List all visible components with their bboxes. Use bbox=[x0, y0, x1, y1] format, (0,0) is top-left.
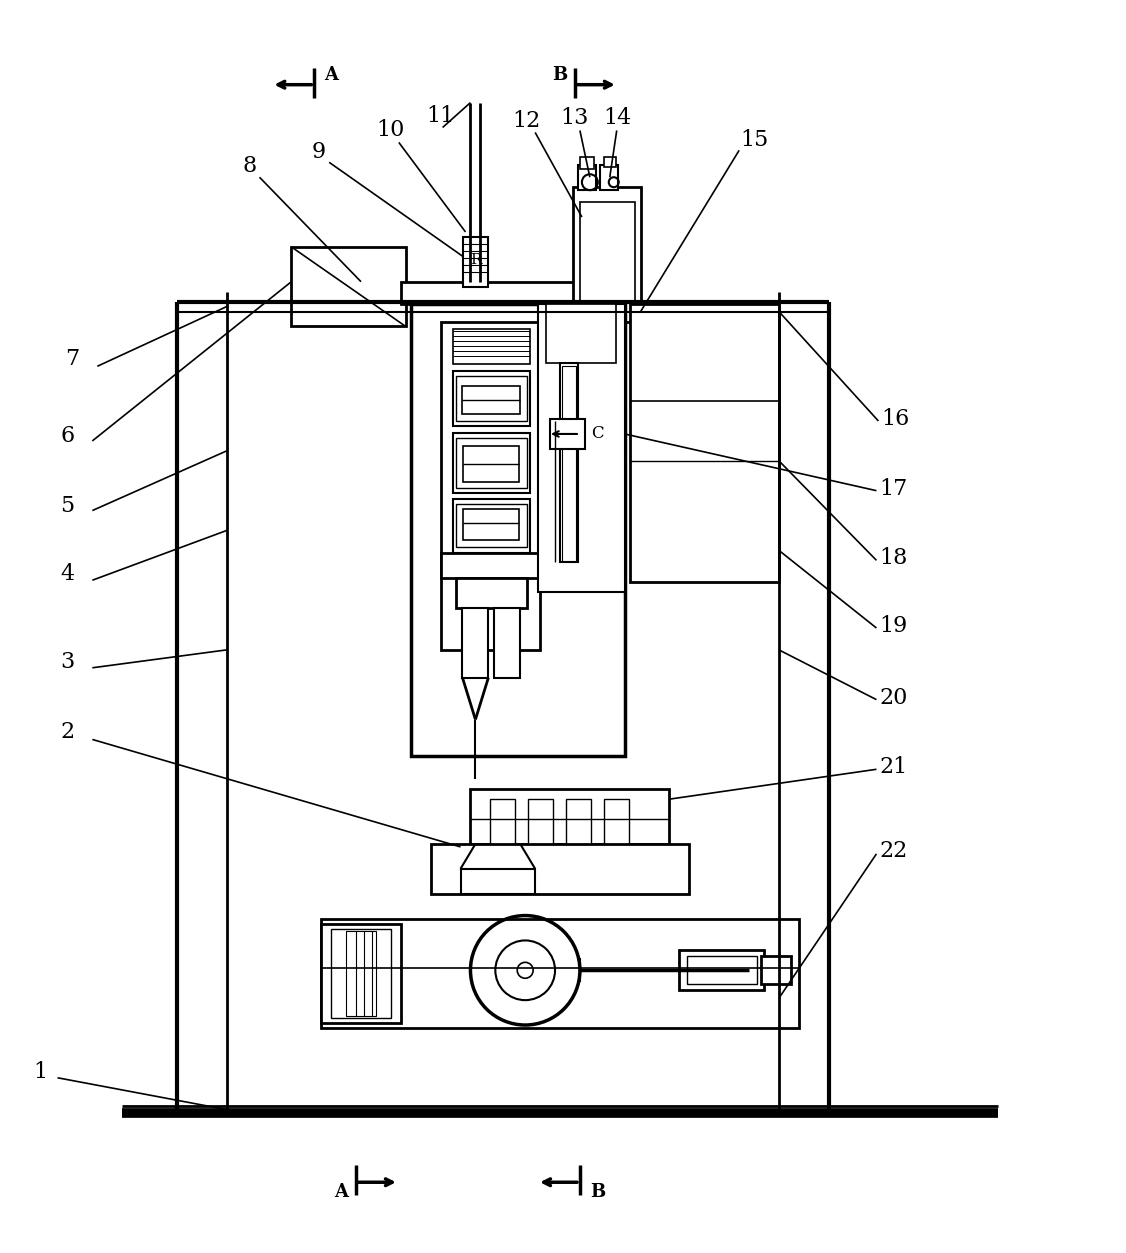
Text: C: C bbox=[591, 426, 605, 442]
Bar bbox=[578, 165, 596, 190]
Text: 12: 12 bbox=[512, 109, 540, 132]
Bar bbox=[453, 330, 530, 365]
Text: A: A bbox=[324, 65, 338, 84]
Text: B: B bbox=[553, 65, 568, 84]
Text: R: R bbox=[470, 253, 481, 267]
Text: 16: 16 bbox=[882, 408, 910, 430]
Text: 7: 7 bbox=[65, 348, 80, 371]
Bar bbox=[546, 303, 616, 363]
Text: 9: 9 bbox=[311, 142, 325, 163]
Bar bbox=[453, 371, 530, 426]
Bar bbox=[629, 303, 779, 583]
Bar bbox=[440, 554, 540, 578]
Bar bbox=[566, 799, 591, 858]
Bar bbox=[573, 187, 641, 322]
Bar bbox=[551, 419, 584, 449]
Bar bbox=[463, 608, 489, 678]
Bar bbox=[456, 504, 527, 548]
Bar bbox=[679, 950, 765, 990]
Text: A: A bbox=[334, 1183, 348, 1202]
Bar bbox=[528, 799, 553, 858]
Text: 11: 11 bbox=[427, 104, 455, 127]
Bar bbox=[453, 434, 530, 492]
Text: 6: 6 bbox=[61, 425, 74, 447]
Text: B: B bbox=[590, 1183, 606, 1202]
Bar bbox=[321, 923, 401, 1022]
Bar bbox=[411, 303, 625, 757]
Bar bbox=[321, 918, 798, 1027]
Text: 15: 15 bbox=[740, 129, 768, 152]
Bar bbox=[761, 956, 790, 984]
Text: 3: 3 bbox=[61, 650, 74, 673]
Bar bbox=[490, 799, 516, 858]
Bar bbox=[604, 158, 616, 168]
Text: 10: 10 bbox=[377, 119, 405, 142]
Bar bbox=[456, 439, 527, 487]
Text: 19: 19 bbox=[879, 615, 908, 637]
Bar bbox=[687, 956, 757, 984]
Bar bbox=[494, 608, 520, 678]
Bar bbox=[560, 363, 578, 563]
Bar bbox=[456, 376, 527, 421]
Text: 4: 4 bbox=[61, 564, 74, 585]
Bar bbox=[440, 322, 540, 650]
Bar bbox=[463, 386, 520, 413]
Bar bbox=[453, 499, 530, 554]
Text: 5: 5 bbox=[61, 495, 74, 516]
Bar bbox=[401, 282, 590, 303]
Bar bbox=[464, 509, 519, 540]
Bar bbox=[331, 928, 391, 1017]
Bar bbox=[430, 845, 689, 893]
Bar bbox=[600, 165, 618, 190]
Text: 14: 14 bbox=[604, 107, 632, 129]
Bar bbox=[464, 237, 489, 287]
Text: 13: 13 bbox=[561, 107, 589, 129]
Bar bbox=[461, 868, 535, 893]
Bar bbox=[456, 578, 527, 608]
Bar bbox=[580, 158, 593, 169]
Text: 20: 20 bbox=[879, 687, 908, 709]
Bar bbox=[604, 799, 628, 858]
Text: 18: 18 bbox=[879, 548, 908, 569]
Text: 21: 21 bbox=[879, 757, 908, 778]
Bar bbox=[464, 446, 519, 481]
Bar bbox=[538, 303, 625, 593]
Bar bbox=[562, 366, 575, 561]
Bar bbox=[580, 202, 635, 312]
Bar bbox=[346, 931, 376, 1016]
Text: 17: 17 bbox=[879, 477, 908, 500]
Text: 8: 8 bbox=[242, 155, 257, 177]
Text: 2: 2 bbox=[61, 722, 74, 743]
Text: 1: 1 bbox=[34, 1061, 47, 1083]
Text: 22: 22 bbox=[879, 840, 908, 862]
Bar bbox=[471, 789, 670, 845]
Bar bbox=[292, 247, 405, 327]
